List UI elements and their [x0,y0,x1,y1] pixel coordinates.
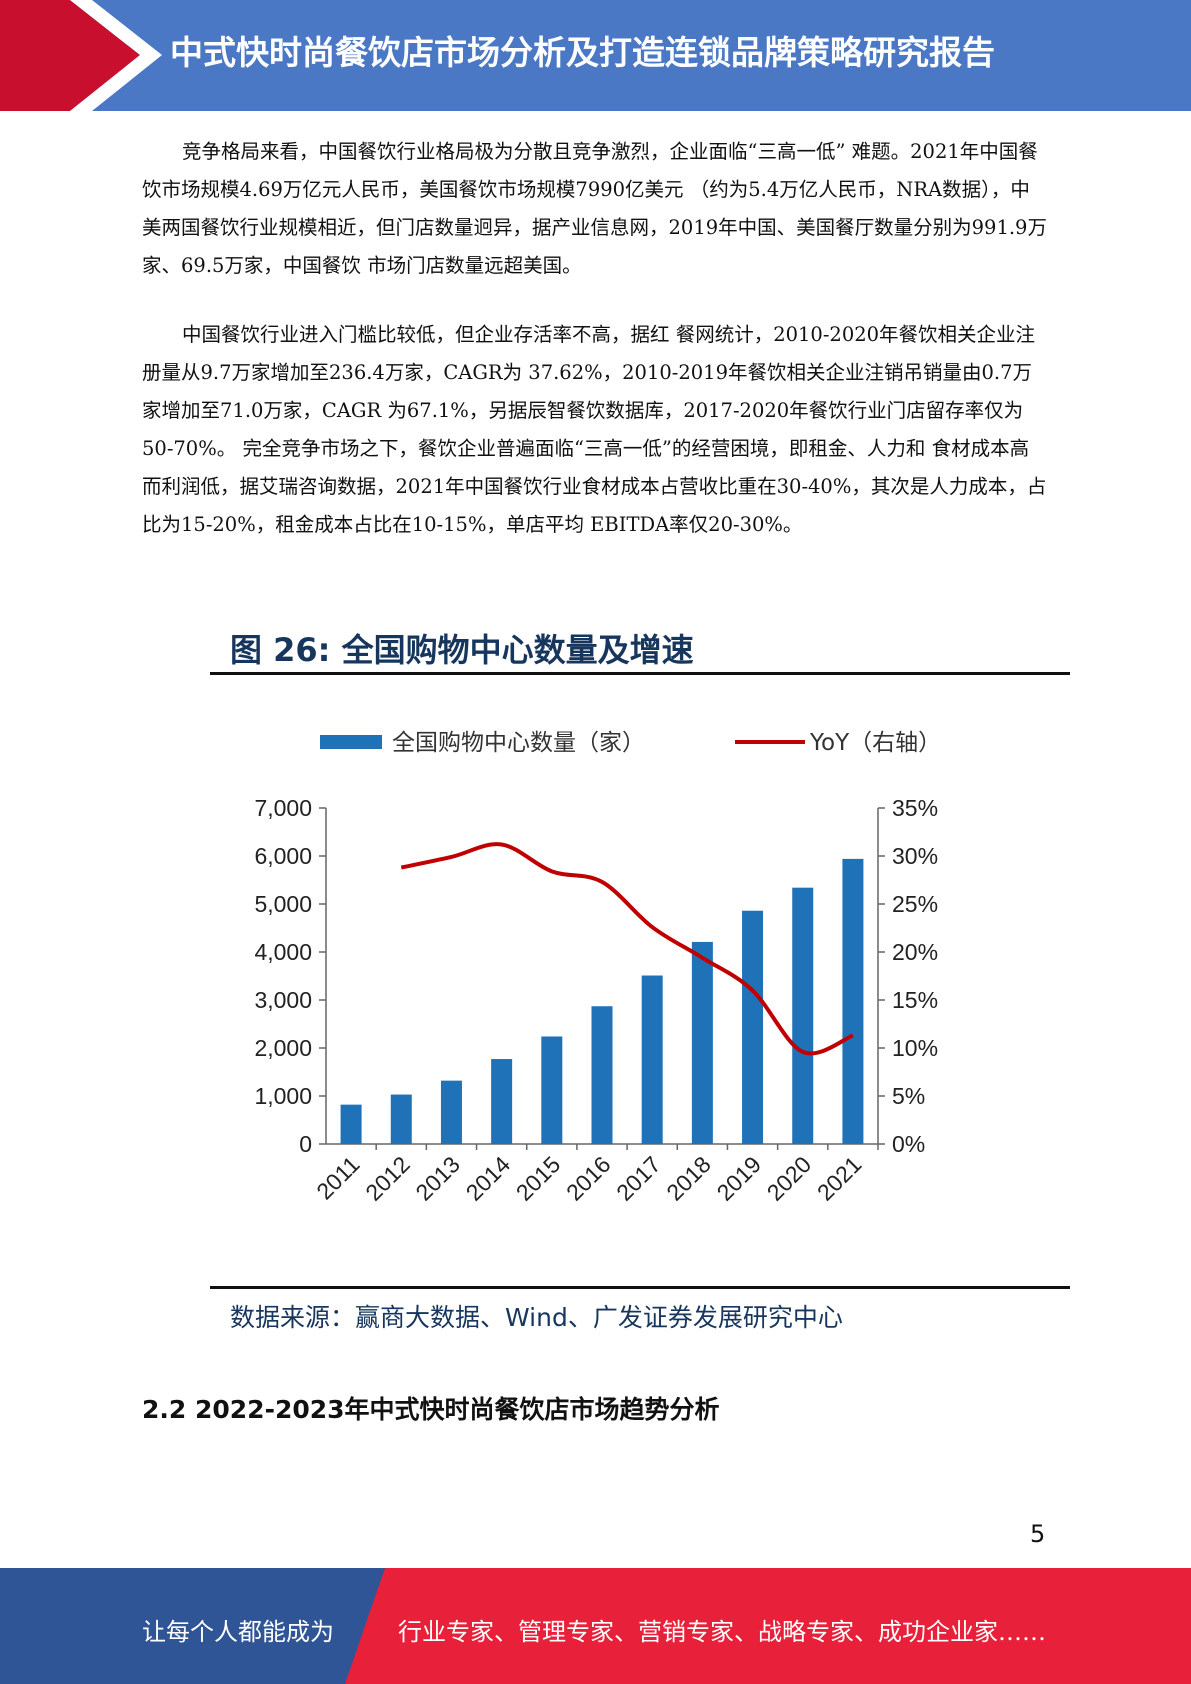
legend-line-label: YoY（右轴） [809,730,941,756]
chart-yoy-line [400,842,854,1056]
right-tick-label: 10% [892,1035,938,1061]
bar-2013 [440,1080,462,1144]
figure-source: 数据来源：赢商大数据、Wind、广发证券发展研究中心 [230,1303,843,1332]
bar-2011 [340,1104,362,1144]
x-label-2018: 2018 [661,1151,716,1206]
x-label-2013: 2013 [410,1151,465,1206]
right-tick-label: 35% [892,795,938,821]
page-header: 中式快时尚餐饮店市场分析及打造连锁品牌策略研究报告 [0,0,1191,111]
header-decoration [0,0,162,111]
x-label-2014: 2014 [461,1151,516,1206]
x-label-2012: 2012 [360,1151,415,1206]
right-tick-label: 30% [892,843,938,869]
x-label-2021: 2021 [812,1151,867,1206]
footer-slogan-right: 行业专家、管理专家、营销专家、战略专家、成功企业家…… [398,1618,1046,1646]
left-tick-label: 4,000 [254,939,312,965]
left-tick-label: 7,000 [254,795,312,821]
left-tick-label: 3,000 [254,987,312,1013]
bar-2014 [491,1059,513,1144]
report-title: 中式快时尚餐饮店市场分析及打造连锁品牌策略研究报告 [170,33,995,72]
x-label-2020: 2020 [762,1151,817,1206]
shopping-mall-chart: 全国购物中心数量（家） YoY（右轴） 0 0% 1,000 5% 2,000 10% 3,… [254,730,941,1206]
left-tick-label: 5,000 [254,891,312,917]
left-tick-label: 0 [299,1131,312,1157]
body-paragraph: 竞争格局来看，中国餐饮行业格局极为分散且竞争激烈，企业面临“三高一低” 难题。2… [142,133,1047,285]
paragraph-text: 中国餐饮行业进入门槛比较低，但企业存活率不高，据红 餐网统计，2010-2020… [142,323,1047,536]
chart-legend: 全国购物中心数量（家） YoY（右轴） [320,730,941,756]
left-tick-label: 2,000 [254,1035,312,1061]
right-tick-label: 15% [892,987,938,1013]
footer-slogan-left: 让每个人都能成为 [142,1618,334,1646]
x-label-2019: 2019 [712,1151,767,1206]
right-tick-label: 0% [892,1131,925,1157]
bar-2012 [390,1094,412,1144]
bar-2021 [842,858,864,1144]
paragraph-text: 竞争格局来看，中国餐饮行业格局极为分散且竞争激烈，企业面临“三高一低” 难题。2… [142,140,1047,277]
figure-title: 图 26: 全国购物中心数量及增速 [230,631,694,669]
left-tick-label: 1,000 [254,1083,312,1109]
x-label-2011: 2011 [311,1151,364,1204]
body-paragraph: 中国餐饮行业进入门槛比较低，但企业存活率不高，据红 餐网统计，2010-2020… [142,316,1047,544]
chart-x-labels: 2011201220132014201520162017201820192020… [311,1151,866,1206]
x-label-2015: 2015 [511,1151,566,1206]
right-tick-label: 5% [892,1083,925,1109]
left-tick-label: 6,000 [254,843,312,869]
yoy-line-path [400,842,854,1056]
figure-bottom-rule [210,1286,1070,1289]
figure-top-rule [210,672,1070,675]
chart-axes: 0 0% 1,000 5% 2,000 10% 3,000 15% 4,000 20% 5,000 2… [254,795,938,1157]
footer-background [0,1568,1191,1684]
bar-2020 [792,887,814,1144]
right-tick-label: 20% [892,939,938,965]
page-footer: 让每个人都能成为 行业专家、管理专家、营销专家、战略专家、成功企业家…… [0,1568,1191,1684]
chart-bars [340,858,879,1150]
section-heading: 2.2 2022-2023年中式快时尚餐饮店市场趋势分析 [142,1395,720,1424]
legend-bar-label: 全国购物中心数量（家） [392,730,645,756]
right-tick-label: 25% [892,891,938,917]
x-label-2016: 2016 [561,1151,616,1206]
bar-2017 [641,975,663,1144]
page-number: 5 [1030,1520,1046,1548]
bar-2016 [591,1006,613,1144]
x-label-2017: 2017 [611,1151,666,1206]
bar-2018 [691,941,713,1144]
bar-2015 [541,1036,563,1144]
legend-bar-swatch [320,735,382,749]
bar-2019 [742,910,764,1144]
